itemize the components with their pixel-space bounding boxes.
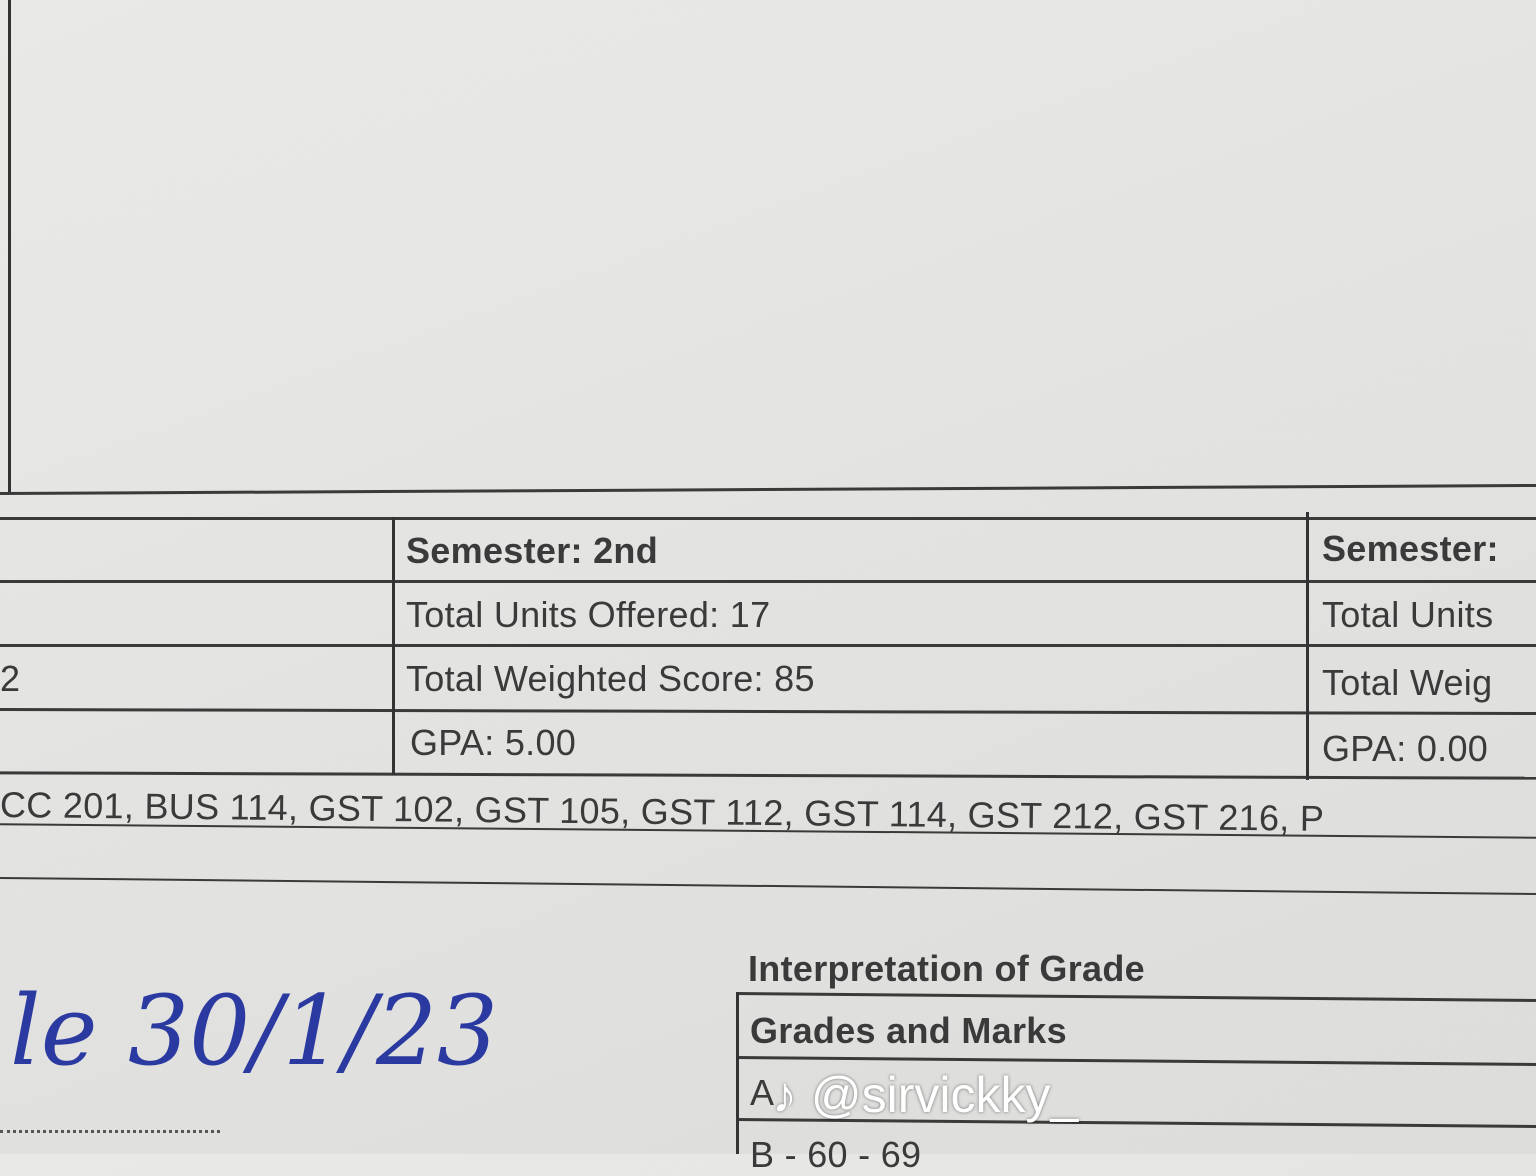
table-line [0,644,1536,647]
gpa: GPA: 5.00 [410,722,577,763]
semester-label: Semester: 2nd [406,530,658,571]
watermark: ♪ @sirvickky_ [772,1066,1078,1124]
next-total-units: Total Units [1322,594,1494,635]
total-weighted-score: Total Weighted Score: 85 [406,658,815,699]
table-line [736,992,739,1154]
section-divider [0,483,1536,496]
handwritten-date: le 30/1/23 [10,975,499,1087]
table-line [0,580,1536,583]
signature-dotted-line [0,1130,220,1133]
page-left-border [8,0,11,492]
next-semester-label: Semester: [1322,528,1499,569]
grade-row: A [750,1072,775,1113]
grade-row: B - 60 - 69 [750,1134,922,1175]
partial-row-value: 2 [0,658,21,699]
total-units-offered: Total Units Offered: 17 [406,594,771,635]
courses-line: CC 201, BUS 114, GST 102, GST 105, GST 1… [0,784,1325,839]
next-gpa: GPA: 0.00 [1322,728,1489,769]
next-total-weighted: Total Weig [1322,662,1493,703]
table-line [392,517,395,775]
table-line [735,1056,1536,1066]
table-line [735,992,1536,1002]
watermark-handle: @sirvickky_ [810,1067,1079,1123]
divider [0,876,1536,896]
table-line [1306,512,1309,780]
grades-and-marks-header: Grades and Marks [750,1010,1067,1051]
tiktok-logo-icon: ♪ [772,1067,797,1123]
grade-interpretation-title: Interpretation of Grade [748,948,1145,989]
table-line [0,517,1536,520]
